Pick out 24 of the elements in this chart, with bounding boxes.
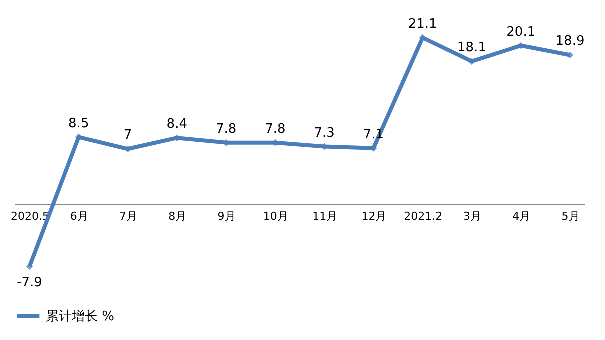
x-tick-label: 12月 xyxy=(362,210,387,223)
data-label: 8.5 xyxy=(68,116,90,132)
x-tick-label: 6月 xyxy=(70,210,88,223)
x-tick-label: 9月 xyxy=(218,210,236,223)
x-tick-label: 5月 xyxy=(562,210,580,223)
point xyxy=(26,263,34,270)
data-label: 7.8 xyxy=(216,122,237,137)
x-tick-label: 7月 xyxy=(120,210,138,223)
data-label: 18.1 xyxy=(458,40,486,56)
legend-label: 累计增长 % xyxy=(46,310,114,324)
data-label: -7.9 xyxy=(17,276,42,291)
x-tick-label: 4月 xyxy=(512,210,531,223)
x-tick-label: 3月 xyxy=(463,210,482,223)
data-label: 20.1 xyxy=(506,24,536,40)
x-tick-label: 2021.2 xyxy=(404,210,443,223)
data-label: 8.4 xyxy=(166,117,188,132)
data-label: 21.1 xyxy=(408,16,438,32)
data-label: 7.3 xyxy=(314,126,335,141)
x-tick-label: 8月 xyxy=(168,210,187,223)
x-tick-label: 10月 xyxy=(263,210,288,223)
data-label: 7.8 xyxy=(265,122,286,137)
data-label: 7 xyxy=(124,128,132,144)
data-label: 18.9 xyxy=(556,34,585,50)
x-tick-label: 11月 xyxy=(312,210,338,223)
